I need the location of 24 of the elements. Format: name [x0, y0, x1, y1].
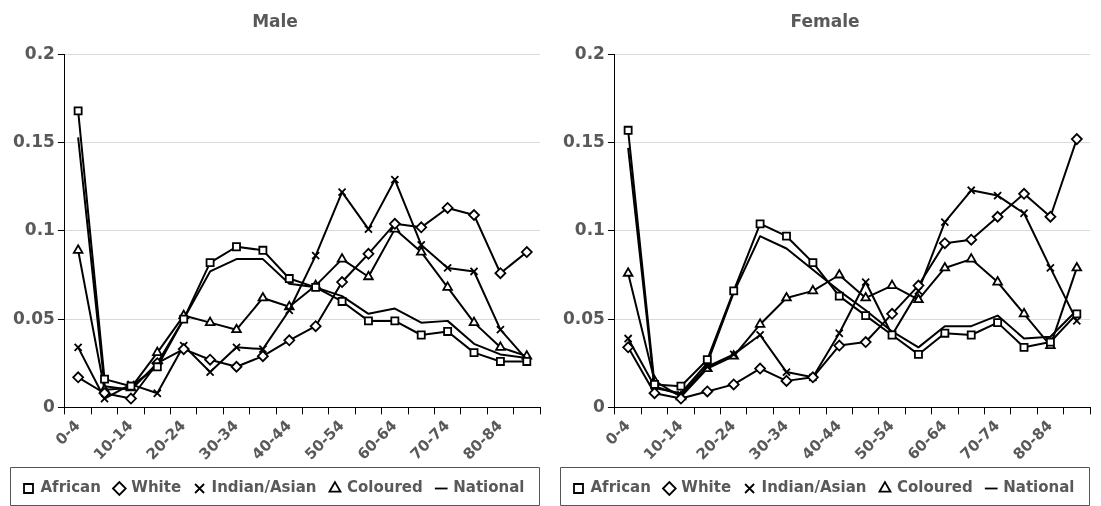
y-tick-label: 0 — [593, 395, 606, 416]
legend-label: Indian/Asian — [211, 478, 317, 497]
x-tick-label: 0-4 — [601, 416, 634, 449]
y-tick-label: 0.2 — [574, 42, 605, 63]
y-tick-label: 0.2 — [24, 42, 55, 63]
y-tick-label: 0.15 — [12, 131, 55, 152]
y-tick-label: 0.05 — [12, 307, 55, 328]
legend-label: Coloured — [346, 478, 423, 497]
chart-title: Female — [790, 10, 860, 31]
y-tick-label: 0.15 — [562, 131, 605, 152]
chart-title: Male — [252, 10, 298, 31]
y-tick-label: 0.1 — [24, 219, 55, 240]
legend-label: Coloured — [896, 478, 973, 497]
legend-label: National — [453, 478, 525, 497]
legend-label: African — [40, 478, 101, 497]
legend-label: White — [681, 478, 732, 497]
legend-label: White — [131, 478, 182, 497]
legend-label: National — [1003, 478, 1075, 497]
x-tick-label: 0-4 — [51, 416, 84, 449]
y-tick-label: 0.05 — [562, 307, 605, 328]
y-tick-label: 0.1 — [574, 219, 605, 240]
legend-label: Indian/Asian — [761, 478, 867, 497]
legend-label: African — [590, 478, 651, 497]
y-tick-label: 0 — [43, 395, 56, 416]
